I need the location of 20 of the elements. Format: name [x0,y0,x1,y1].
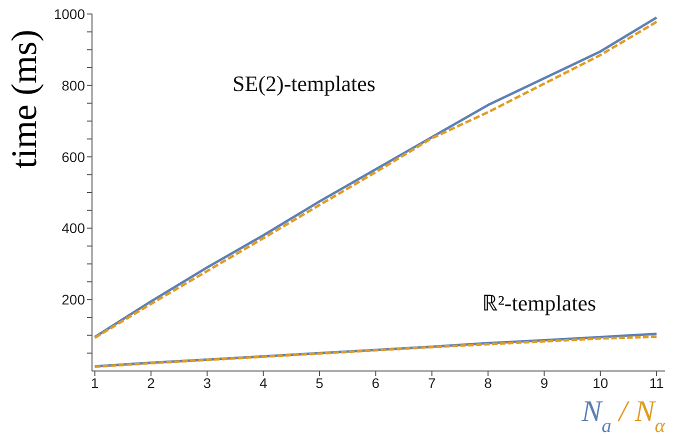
annotation: SE(2)-templates [232,71,376,96]
x-tick-label: 9 [540,374,548,391]
y-tick-label: 400 [62,220,86,236]
x-axis-title: N$_{a}$ / N$_{α}$ [580,395,666,436]
x-tick-label: 1 [90,374,99,391]
x-tick-label: 3 [203,374,212,391]
y-tick-label: 200 [62,292,86,308]
x-tick-label: 5 [316,374,324,391]
x-tick-label: 6 [372,374,380,391]
x-tick-label: 8 [484,374,492,391]
y-axis-title: time (ms) [4,30,44,168]
x-tick-label: 7 [428,374,436,391]
x-tick-label: 10 [592,374,608,391]
x-tick-label: 11 [649,374,664,391]
y-tick-label: 600 [62,148,86,165]
x-tick-label: 2 [147,374,156,391]
y-tick-label: 1000 [54,6,86,22]
x-tick-label: 4 [259,374,268,391]
y-tick-label: 800 [62,77,86,94]
annotation: ℝ²-templates [482,290,596,316]
